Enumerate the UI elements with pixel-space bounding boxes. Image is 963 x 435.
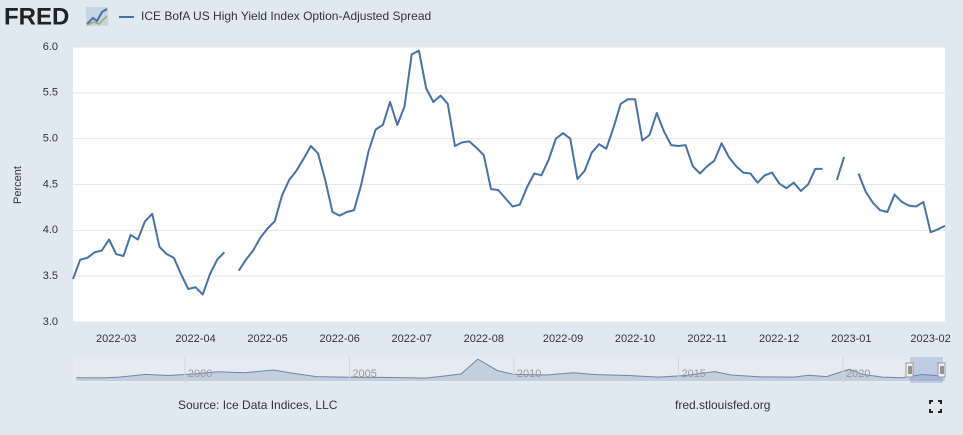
logo-icon (86, 7, 108, 26)
x-tick-label: 2022-08 (464, 333, 504, 345)
navigator-area (76, 359, 946, 381)
navigator-handle[interactable] (937, 362, 946, 378)
x-tick-label: 2023-02 (910, 333, 950, 345)
x-tick-label: 2022-06 (319, 333, 359, 345)
navigator-tick-label: 2015 (681, 368, 705, 380)
x-tick-label: 2022-11 (687, 333, 727, 345)
navigator-line (76, 358, 946, 379)
y-tick-label: 4.5 (43, 178, 58, 190)
y-tick-label: 3.0 (43, 316, 58, 328)
x-tick-label: 2022-03 (96, 333, 136, 345)
y-axis-title: Percent (12, 166, 24, 204)
source-note: Source: Ice Data Indices, LLC (178, 398, 338, 412)
y-tick-label: 5.0 (43, 133, 58, 145)
navigator-tick-label: 2020 (846, 368, 870, 380)
y-tick-label: 6.0 (43, 41, 58, 53)
y-tick-label: 5.5 (43, 87, 58, 99)
navigator: 2000 2005 2010 2015 2020 (76, 357, 946, 383)
navigator-tick-label: 2010 (517, 368, 541, 380)
data-line (72, 49, 946, 296)
navigator-tick-label: 2000 (188, 368, 212, 380)
site-url[interactable]: fred.stlouisfed.org (675, 398, 770, 412)
x-tick-label: 2022-04 (175, 333, 215, 345)
legend-label: ICE BofA US High Yield Index Option-Adju… (141, 9, 431, 23)
x-tick-label: 2022-12 (759, 333, 799, 345)
x-tick-label: 2023-01 (831, 333, 871, 345)
navigator-handle[interactable] (905, 362, 914, 378)
y-tick-label: 3.5 (43, 270, 58, 282)
main-chart: 3.0 3.5 4.0 4.5 5.0 5.5 6.0 2022-03 2022-04 2022-… (43, 41, 951, 345)
x-tick-label: 2022-10 (615, 333, 655, 345)
logo: FRED (4, 3, 69, 30)
navigator-tick-label: 2005 (352, 368, 376, 380)
x-tick-label: 2022-07 (392, 333, 432, 345)
y-tick-label: 4.0 (43, 224, 58, 236)
x-tick-label: 2022-09 (543, 333, 583, 345)
fullscreen-button[interactable] (929, 400, 942, 413)
x-tick-label: 2022-05 (247, 333, 287, 345)
